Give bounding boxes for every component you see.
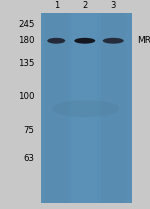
Bar [100,13,126,203]
Text: 1: 1 [54,1,59,10]
Bar [72,13,98,203]
Bar [40,13,132,203]
Ellipse shape [52,100,119,117]
Text: 2: 2 [82,1,87,10]
Text: 245: 245 [18,19,34,29]
Text: 135: 135 [18,59,34,68]
Bar [44,13,69,203]
Text: 63: 63 [24,154,34,163]
Text: 3: 3 [111,1,116,10]
Ellipse shape [103,38,124,44]
Text: 180: 180 [18,36,34,45]
Ellipse shape [74,38,95,44]
Ellipse shape [47,38,65,44]
Text: MRP2: MRP2 [137,36,150,45]
Text: 75: 75 [24,126,34,135]
Text: 100: 100 [18,92,34,101]
